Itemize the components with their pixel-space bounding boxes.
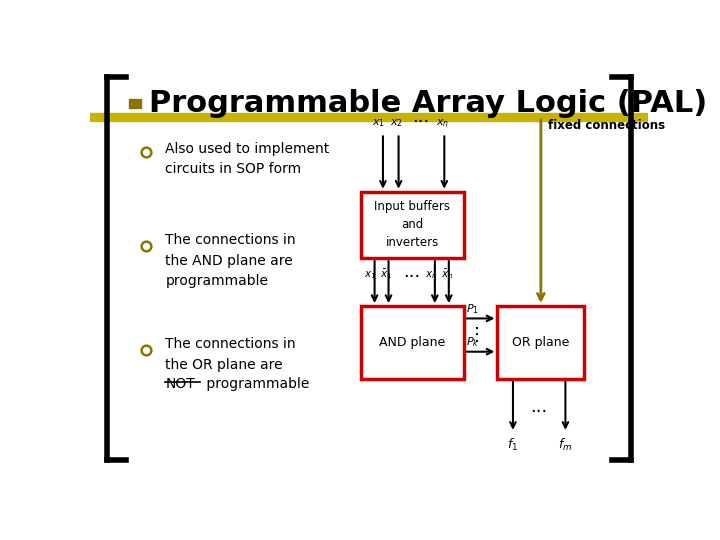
Text: AND plane: AND plane xyxy=(379,336,446,349)
Text: NOT: NOT xyxy=(166,377,195,392)
Text: $P_1$: $P_1$ xyxy=(466,302,479,315)
Text: ⋮: ⋮ xyxy=(468,326,486,344)
Bar xyxy=(90,113,648,121)
Bar xyxy=(498,306,584,379)
Text: Programmable Array Logic (PAL): Programmable Array Logic (PAL) xyxy=(148,90,707,118)
Text: The connections in
the AND plane are
programmable: The connections in the AND plane are pro… xyxy=(166,233,296,288)
Bar xyxy=(129,99,141,109)
Bar xyxy=(361,306,464,379)
Text: ···: ··· xyxy=(402,268,420,286)
Text: $x_n$: $x_n$ xyxy=(436,117,449,129)
Text: fixed connections: fixed connections xyxy=(547,119,665,132)
Text: $P_k$: $P_k$ xyxy=(466,335,480,349)
Text: $\bar{x}_1$: $\bar{x}_1$ xyxy=(380,267,392,281)
Text: $x_n$: $x_n$ xyxy=(426,269,438,281)
Text: $f_m$: $f_m$ xyxy=(558,437,572,453)
Text: Also used to implement
circuits in SOP form: Also used to implement circuits in SOP f… xyxy=(166,141,330,177)
Text: $x_1$: $x_1$ xyxy=(364,269,377,281)
Text: ···: ··· xyxy=(531,403,548,421)
Text: Input buffers
and
inverters: Input buffers and inverters xyxy=(374,200,450,249)
Text: The connections in
the OR plane are: The connections in the OR plane are xyxy=(166,337,296,372)
Text: $f_1$: $f_1$ xyxy=(508,437,518,453)
Text: $\bar{x}_n$: $\bar{x}_n$ xyxy=(441,267,454,281)
Bar xyxy=(361,192,464,258)
Text: $x_2$: $x_2$ xyxy=(390,117,403,129)
Text: $x_1$: $x_1$ xyxy=(372,117,386,129)
Text: OR plane: OR plane xyxy=(512,336,570,349)
Text: ···: ··· xyxy=(412,113,429,131)
Text: programmable: programmable xyxy=(202,377,309,392)
